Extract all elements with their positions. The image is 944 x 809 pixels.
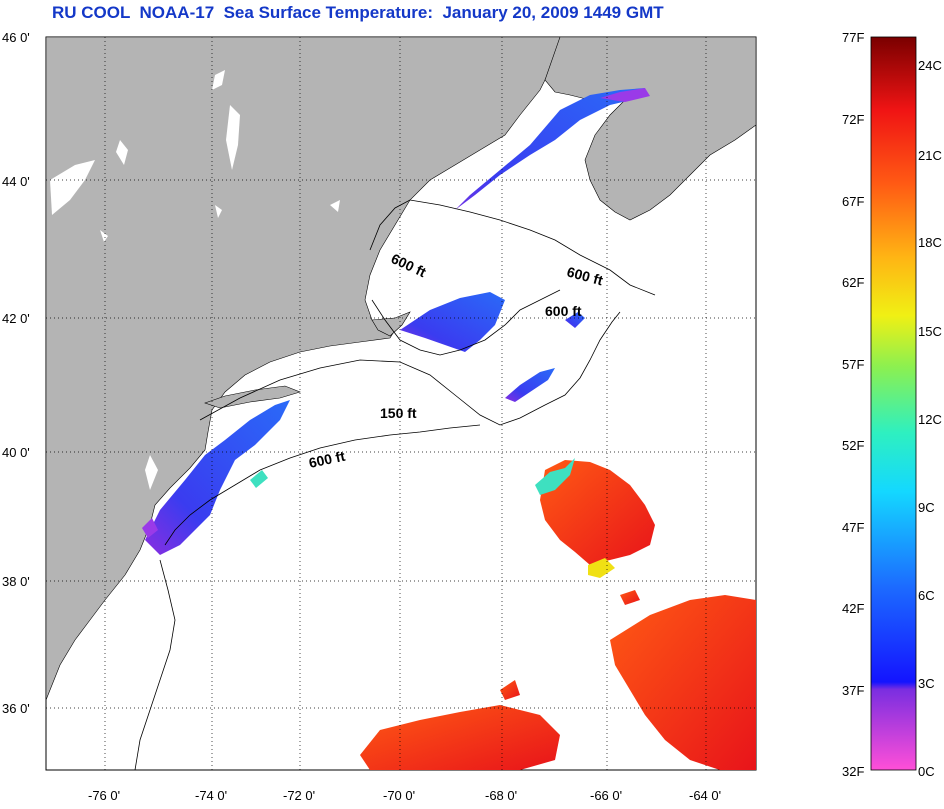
- longitude-axis: -76 0' -74 0' -72 0' -70 0' -68 0' -66 0…: [88, 788, 721, 803]
- lat-tick-label: 44 0': [2, 174, 30, 189]
- lon-tick-label: -64 0': [689, 788, 721, 803]
- lon-tick-label: -66 0': [590, 788, 622, 803]
- colorbar-c-labels: 24C 21C 18C 15C 12C 9C 6C 3C 0C: [918, 58, 942, 779]
- lon-tick-label: -74 0': [195, 788, 227, 803]
- colorbar-c-label: 6C: [918, 588, 935, 603]
- colorbar-f-labels: 77F 72F 67F 62F 57F 52F 47F 42F 37F 32F: [842, 30, 864, 779]
- colorbar-f-label: 37F: [842, 683, 864, 698]
- contour-label: 150 ft: [380, 405, 417, 421]
- cold-water-patches: [145, 88, 645, 555]
- colorbar-c-label: 21C: [918, 148, 942, 163]
- lat-tick-label: 46 0': [2, 30, 30, 45]
- lat-tick-label: 40 0': [2, 445, 30, 460]
- lon-tick-label: -68 0': [485, 788, 517, 803]
- warm-water-cyan: [535, 458, 575, 495]
- lat-tick-label: 38 0': [2, 574, 30, 589]
- colorbar-f-label: 77F: [842, 30, 864, 45]
- colorbar-f-label: 47F: [842, 520, 864, 535]
- colorbar-c-label: 18C: [918, 235, 942, 250]
- colorbar-f-label: 57F: [842, 357, 864, 372]
- lon-tick-label: -72 0': [283, 788, 315, 803]
- colorbar-c-label: 12C: [918, 412, 942, 427]
- latitude-axis: 46 0' 44 0' 42 0' 40 0' 38 0' 36 0': [2, 30, 30, 716]
- colorbar-f-label: 72F: [842, 112, 864, 127]
- colorbar-c-label: 24C: [918, 58, 942, 73]
- lat-tick-label: 36 0': [2, 701, 30, 716]
- bathymetry-contours: [134, 199, 656, 771]
- warm-water-yellow: [588, 558, 615, 578]
- land-mass: [45, 36, 757, 701]
- colorbar-f-label: 32F: [842, 764, 864, 779]
- lat-tick-label: 42 0': [2, 311, 30, 326]
- colorbar-c-label: 15C: [918, 324, 942, 339]
- colorbar-f-label: 52F: [842, 438, 864, 453]
- colorbar-f-label: 67F: [842, 194, 864, 209]
- lon-tick-label: -76 0': [88, 788, 120, 803]
- contour-label: 600 ft: [307, 448, 346, 471]
- colorbar-f-label: 42F: [842, 601, 864, 616]
- contour-label: 600 ft: [545, 303, 582, 319]
- lon-tick-label: -70 0': [383, 788, 415, 803]
- map-title: RU COOL NOAA-17 Sea Surface Temperature:…: [52, 3, 664, 22]
- colorbar-f-label: 62F: [842, 275, 864, 290]
- colorbar-c-label: 3C: [918, 676, 935, 691]
- lakes: [50, 70, 340, 490]
- colorbar: [870, 36, 917, 771]
- colorbar-c-label: 9C: [918, 500, 935, 515]
- cold-water-purple: [600, 88, 650, 102]
- warm-water-patches: [360, 460, 756, 770]
- warm-water-cyan: [250, 470, 268, 488]
- colorbar-c-label: 0C: [918, 764, 935, 779]
- cold-water-purple: [142, 518, 158, 538]
